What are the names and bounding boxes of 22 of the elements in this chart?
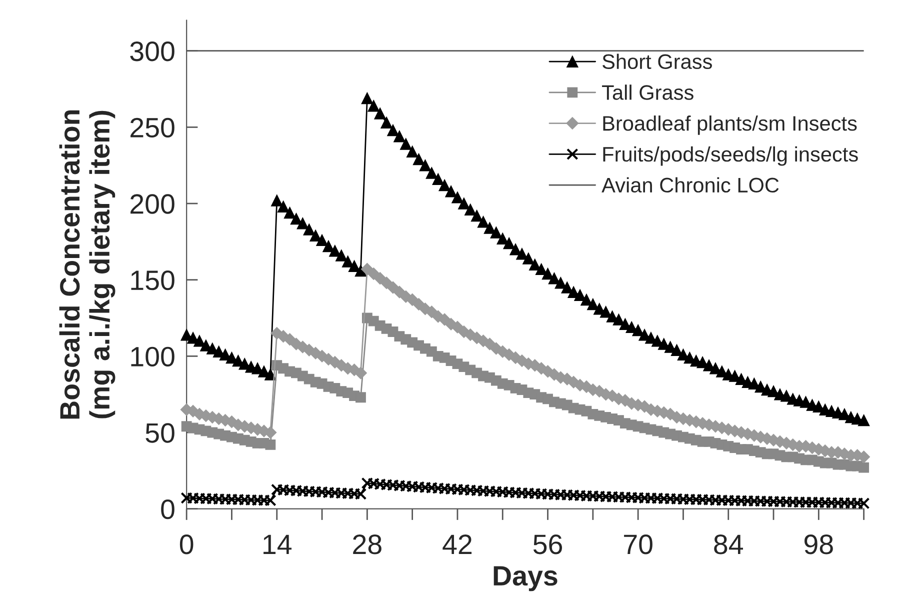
y-tick-label: 300 xyxy=(130,42,174,62)
x-tick-label: 70 xyxy=(624,534,652,554)
x-axis-title: Days xyxy=(494,566,558,592)
legend-label: Avian Chronic LOC xyxy=(602,177,779,193)
y-tick-label: 250 xyxy=(130,118,174,138)
x-tick-label: 84 xyxy=(714,534,743,554)
legend-label: Tall Grass xyxy=(602,84,694,100)
x-tick-label: 98 xyxy=(804,534,833,554)
y-tick-label: 50 xyxy=(146,423,174,443)
y-tick-label: 100 xyxy=(131,346,174,366)
y-tick-label: 200 xyxy=(130,194,174,214)
x-tick-label: 14 xyxy=(264,534,292,554)
y-tick-label: 0 xyxy=(161,499,174,520)
y-tick-label: 150 xyxy=(131,270,174,290)
x-tick-label: 0 xyxy=(180,534,194,554)
legend-label: Broadleaf plants/sm Insects xyxy=(603,115,857,135)
legend-label: Fruits/pods/seeds/lg insects xyxy=(603,146,858,166)
legend-label: Short Grass xyxy=(602,54,712,70)
x-tick-label: 42 xyxy=(442,534,472,554)
x-tick-label: 56 xyxy=(533,534,562,554)
y-axis-title: Boscalid Concentration (mg a.i./kg dietary item) xyxy=(59,110,116,419)
x-tick-label: 28 xyxy=(353,534,382,554)
